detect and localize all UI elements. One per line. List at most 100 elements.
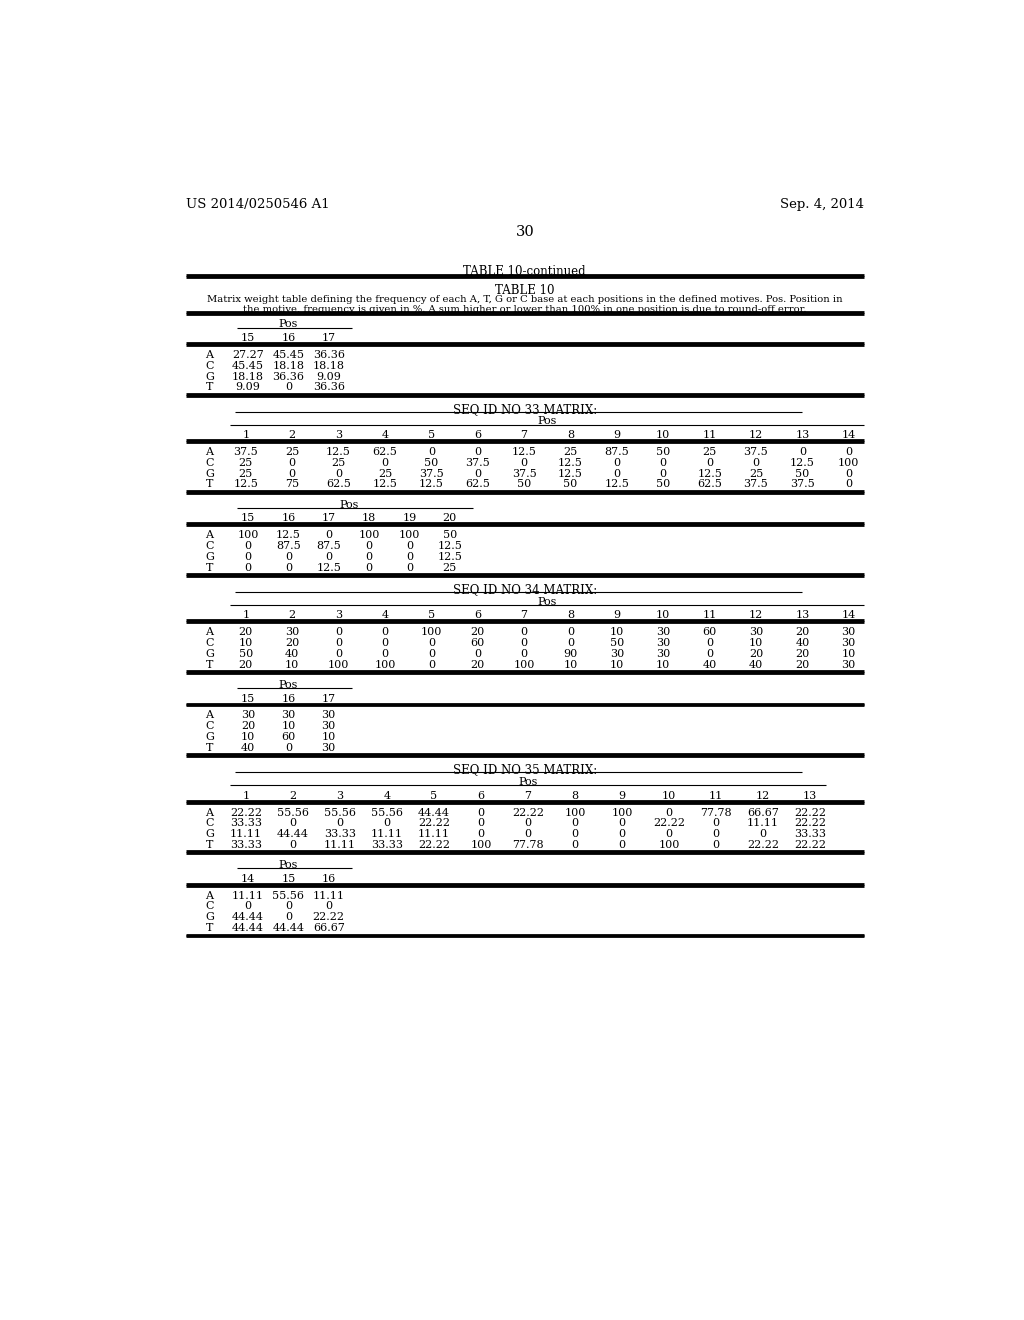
- Text: 40: 40: [241, 743, 255, 752]
- Text: 11.11: 11.11: [371, 829, 402, 840]
- Text: 10: 10: [322, 733, 336, 742]
- Text: 20: 20: [239, 660, 253, 669]
- Text: 44.44: 44.44: [232, 923, 264, 933]
- Text: 10: 10: [842, 649, 856, 659]
- Text: 11.11: 11.11: [418, 829, 450, 840]
- Text: 0: 0: [520, 627, 527, 638]
- Text: Pos: Pos: [279, 859, 298, 870]
- Text: 0: 0: [289, 840, 296, 850]
- Text: 7: 7: [524, 791, 531, 800]
- Text: 50: 50: [424, 458, 438, 467]
- Text: 100: 100: [513, 660, 535, 669]
- Text: 12: 12: [749, 610, 763, 620]
- Text: 25: 25: [239, 469, 253, 479]
- Text: 15: 15: [241, 513, 255, 523]
- Text: 22.22: 22.22: [794, 818, 826, 828]
- Text: 22.22: 22.22: [512, 808, 544, 817]
- Text: 9.09: 9.09: [316, 372, 341, 381]
- Text: 100: 100: [564, 808, 586, 817]
- Text: 9: 9: [618, 791, 626, 800]
- Text: 12: 12: [749, 430, 763, 440]
- Text: A: A: [206, 891, 213, 900]
- Text: 0: 0: [245, 552, 252, 562]
- Text: T: T: [206, 383, 213, 392]
- Text: 0: 0: [618, 829, 626, 840]
- Text: 50: 50: [517, 479, 531, 490]
- Text: G: G: [206, 469, 214, 479]
- Text: 30: 30: [656, 638, 671, 648]
- Text: 20: 20: [442, 513, 457, 523]
- Text: 2: 2: [289, 430, 296, 440]
- Text: A: A: [206, 447, 213, 457]
- Text: 100: 100: [328, 660, 349, 669]
- Text: 60: 60: [702, 627, 717, 638]
- Text: 15: 15: [241, 333, 255, 343]
- Text: 12.5: 12.5: [419, 479, 443, 490]
- Text: 20: 20: [796, 660, 810, 669]
- Text: US 2014/0250546 A1: US 2014/0250546 A1: [186, 198, 330, 211]
- Text: 10: 10: [239, 638, 253, 648]
- Text: 17: 17: [322, 333, 336, 343]
- Text: A: A: [206, 808, 213, 817]
- Text: 40: 40: [749, 660, 763, 669]
- Text: 0: 0: [383, 818, 390, 828]
- Text: 0: 0: [845, 469, 852, 479]
- Text: 22.22: 22.22: [229, 808, 262, 817]
- Text: 15: 15: [241, 693, 255, 704]
- Text: 0: 0: [245, 541, 252, 550]
- Text: 100: 100: [470, 840, 492, 850]
- Text: 10: 10: [285, 660, 299, 669]
- Text: 0: 0: [567, 627, 574, 638]
- Text: 0: 0: [326, 552, 332, 562]
- Text: 9: 9: [613, 430, 621, 440]
- Text: 100: 100: [421, 627, 442, 638]
- Text: 0: 0: [285, 743, 292, 752]
- Text: A: A: [206, 627, 213, 638]
- Text: 66.67: 66.67: [312, 923, 345, 933]
- Text: 9: 9: [613, 610, 621, 620]
- Text: 100: 100: [398, 531, 420, 540]
- Text: 40: 40: [796, 638, 810, 648]
- Text: 50: 50: [609, 638, 624, 648]
- Text: 22.22: 22.22: [746, 840, 779, 850]
- Text: 0: 0: [520, 458, 527, 467]
- Text: 0: 0: [336, 818, 343, 828]
- Text: 0: 0: [289, 818, 296, 828]
- Text: 100: 100: [838, 458, 859, 467]
- Text: 6: 6: [474, 610, 481, 620]
- Text: 0: 0: [335, 469, 342, 479]
- Text: TABLE 10: TABLE 10: [495, 284, 555, 297]
- Text: Pos: Pos: [518, 776, 538, 787]
- Text: 0: 0: [335, 627, 342, 638]
- Text: 30: 30: [515, 224, 535, 239]
- Text: 0: 0: [706, 458, 713, 467]
- Text: 12.5: 12.5: [604, 479, 630, 490]
- Text: 11: 11: [702, 610, 717, 620]
- Text: 20: 20: [471, 627, 484, 638]
- Text: G: G: [206, 552, 214, 562]
- Text: 0: 0: [845, 447, 852, 457]
- Text: 10: 10: [241, 733, 255, 742]
- Text: 20: 20: [241, 721, 255, 731]
- Text: 8: 8: [567, 610, 574, 620]
- Text: 0: 0: [713, 840, 720, 850]
- Text: 0: 0: [289, 458, 296, 467]
- Text: 0: 0: [366, 541, 373, 550]
- Text: 0: 0: [571, 840, 579, 850]
- Text: 8: 8: [571, 791, 579, 800]
- Text: 44.44: 44.44: [232, 912, 264, 923]
- Text: 30: 30: [749, 627, 763, 638]
- Text: Pos: Pos: [279, 319, 298, 329]
- Text: 25: 25: [378, 469, 392, 479]
- Text: 6: 6: [477, 791, 484, 800]
- Text: 50: 50: [239, 649, 253, 659]
- Text: 36.36: 36.36: [312, 350, 345, 360]
- Text: 0: 0: [753, 458, 760, 467]
- Text: 12.5: 12.5: [316, 562, 341, 573]
- Text: 44.44: 44.44: [276, 829, 309, 840]
- Text: 100: 100: [658, 840, 680, 850]
- Text: 100: 100: [611, 808, 633, 817]
- Text: 11.11: 11.11: [746, 818, 779, 828]
- Text: 0: 0: [245, 902, 252, 911]
- Text: T: T: [206, 840, 213, 850]
